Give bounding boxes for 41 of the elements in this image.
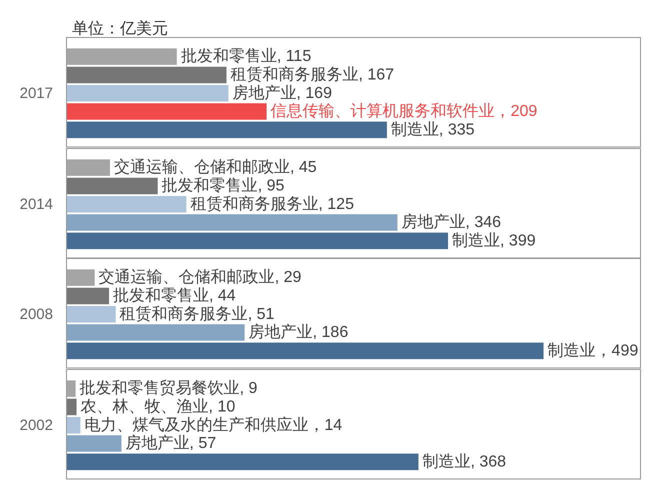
data-label: 租赁和商务服务业, 51 bbox=[120, 304, 274, 323]
data-label: 农、林、牧、渔业, 10 bbox=[80, 396, 236, 415]
data-label: 交通运输、仓储和邮政业, 45 bbox=[114, 158, 317, 176]
bar bbox=[67, 177, 158, 194]
data-label: 交通运输、仓储和邮政业, 29 bbox=[98, 268, 302, 286]
data-label: 批发和零售业, 115 bbox=[180, 47, 312, 66]
bar bbox=[67, 196, 186, 212]
data-label: 批发和零售业, 44 bbox=[113, 286, 236, 304]
bar bbox=[67, 288, 110, 304]
bar bbox=[67, 434, 122, 452]
data-label: 批发和零售业, 95 bbox=[162, 176, 285, 194]
bar bbox=[67, 342, 544, 360]
bar bbox=[67, 103, 267, 120]
data-label: 房地产业, 346 bbox=[401, 212, 502, 231]
data-label: 房地产业, 57 bbox=[125, 434, 216, 452]
chart-title: 单位：亿美元 bbox=[72, 20, 168, 38]
bar bbox=[67, 232, 448, 249]
data-label: 制造业, 399 bbox=[452, 230, 536, 249]
bar bbox=[67, 453, 418, 470]
y-axis-title: 2017 bbox=[20, 84, 53, 102]
bar bbox=[67, 324, 245, 341]
bar bbox=[67, 214, 398, 230]
data-label: 制造业，499 bbox=[548, 341, 638, 360]
data-label: 房地产业, 186 bbox=[248, 323, 348, 342]
data-label: 制造业, 368 bbox=[422, 452, 506, 470]
bar bbox=[67, 85, 228, 102]
y-axis-title: 2014 bbox=[20, 195, 53, 212]
bar bbox=[67, 398, 77, 415]
y-axis-title: 2002 bbox=[20, 416, 53, 434]
bar bbox=[67, 306, 116, 322]
data-label: 房地产业, 169 bbox=[232, 84, 332, 102]
data-label: 租赁和商务服务业, 167 bbox=[230, 65, 394, 84]
y-axis-title: 2008 bbox=[20, 306, 53, 323]
bar bbox=[67, 122, 387, 138]
data-label: 电力、煤气及水的生产和供应业，14 bbox=[84, 415, 342, 434]
data-label: 租赁和商务服务业, 125 bbox=[190, 194, 354, 212]
data-label: 制造业, 335 bbox=[390, 120, 475, 138]
data-label: 信息传输、计算机服务和软件业，209 bbox=[270, 102, 538, 120]
bar bbox=[67, 66, 226, 84]
data-label: 批发和零售贸易餐饮业, 9 bbox=[80, 378, 258, 397]
bar bbox=[67, 416, 80, 433]
